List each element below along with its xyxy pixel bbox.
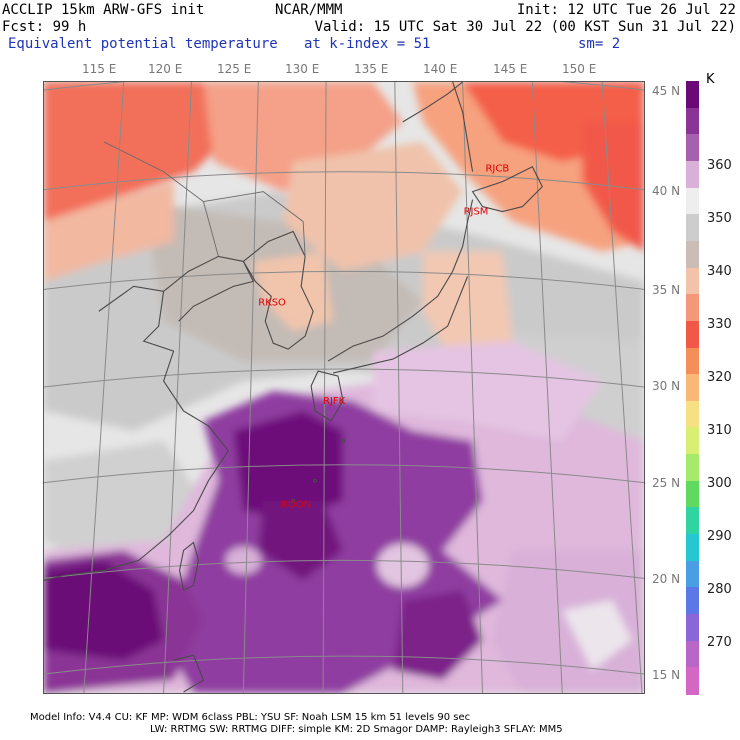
colorbar-segment <box>686 640 699 668</box>
lon-label: 150 E <box>562 62 597 76</box>
colorbar-segment <box>686 240 699 269</box>
lat-label: 25 N <box>652 476 681 490</box>
station-label: RJSM <box>464 207 489 218</box>
model-info-line1: Model Info: V4.4 CU: KF MP: WDM 6class P… <box>30 712 471 723</box>
colorbar-tick: 320 <box>707 370 732 385</box>
lat-label: 20 N <box>652 572 681 586</box>
station-label: RJCB <box>486 164 510 175</box>
colorbar <box>686 81 699 695</box>
stations: RJCB RJSM RKSO RJFK ROON <box>258 164 509 511</box>
colorbar-segment <box>686 81 699 109</box>
lat-label: 35 N <box>652 283 681 297</box>
lat-label: 15 N <box>652 668 681 682</box>
station-label: RJFK <box>323 396 346 407</box>
country-borders <box>103 141 306 257</box>
lon-label: 135 E <box>354 62 389 76</box>
colorbar-tick: 360 <box>707 158 732 173</box>
colorbar-segment <box>686 214 699 242</box>
colorbar-segment <box>686 427 699 455</box>
model-info-line2: LW: RRTMG SW: RRTMG DIFF: simple KM: 2D … <box>150 724 563 735</box>
level-label: at k-index = 51 <box>304 36 431 52</box>
lat-label: 40 N <box>652 184 681 198</box>
colorbar-tick: 270 <box>707 635 732 650</box>
smoothing-label: sm= 2 <box>578 36 621 52</box>
valid-time: Valid: 15 UTC Sat 30 Jul 22 (00 KST Sun … <box>314 19 736 35</box>
graticule <box>44 82 644 693</box>
colorbar-tick: 300 <box>707 476 732 491</box>
lon-label: 120 E <box>148 62 183 76</box>
field-name: Equivalent potential temperature <box>8 36 278 52</box>
colorbar-segment <box>686 454 699 482</box>
lon-label: 130 E <box>285 62 320 76</box>
colorbar-segment <box>686 160 699 189</box>
colorbar-segment <box>686 374 699 402</box>
station-label: ROON <box>281 500 311 511</box>
lon-label: 125 E <box>217 62 252 76</box>
lon-label: 140 E <box>423 62 458 76</box>
colorbar-segment <box>686 667 699 695</box>
colorbar-segment <box>686 187 699 215</box>
colorbar-segment <box>686 587 699 615</box>
init-time: Init: 12 UTC Tue 26 Jul 22 <box>516 2 736 18</box>
colorbar-tick: 340 <box>707 264 732 279</box>
colorbar-segment <box>686 614 699 642</box>
colorbar-segment <box>686 294 699 322</box>
colorbar-unit: K <box>706 72 715 87</box>
org-label: NCAR/MMM <box>275 2 343 18</box>
colorbar-segment <box>686 507 699 535</box>
field-shading <box>44 82 644 693</box>
colorbar-tick: 290 <box>707 529 732 544</box>
colorbar-segment <box>686 480 699 509</box>
colorbar-tick: 330 <box>707 317 732 332</box>
colorbar-segment <box>686 534 699 562</box>
colorbar-segment <box>686 107 699 135</box>
lat-label: 30 N <box>652 379 681 393</box>
model-title: ACCLIP 15km ARW-GFS init <box>2 2 205 18</box>
colorbar-tick: 350 <box>707 211 732 226</box>
lat-label: 45 N <box>652 84 681 98</box>
station-label: RKSO <box>258 297 286 308</box>
forecast-hour: Fcst: 99 h <box>2 19 87 35</box>
colorbar-segment <box>686 347 699 375</box>
colorbar-segment <box>686 320 699 349</box>
colorbar-segment <box>686 560 699 588</box>
lon-label: 145 E <box>493 62 528 76</box>
colorbar-segment <box>686 267 699 295</box>
lon-label: 115 E <box>82 62 117 76</box>
theta-e-map: RJCB RJSM RKSO RJFK ROON <box>43 81 645 694</box>
colorbar-tick: 280 <box>707 582 732 597</box>
colorbar-tick: 310 <box>707 423 732 438</box>
colorbar-segment <box>686 400 699 429</box>
coastlines <box>44 82 544 693</box>
colorbar-segment <box>686 134 699 162</box>
